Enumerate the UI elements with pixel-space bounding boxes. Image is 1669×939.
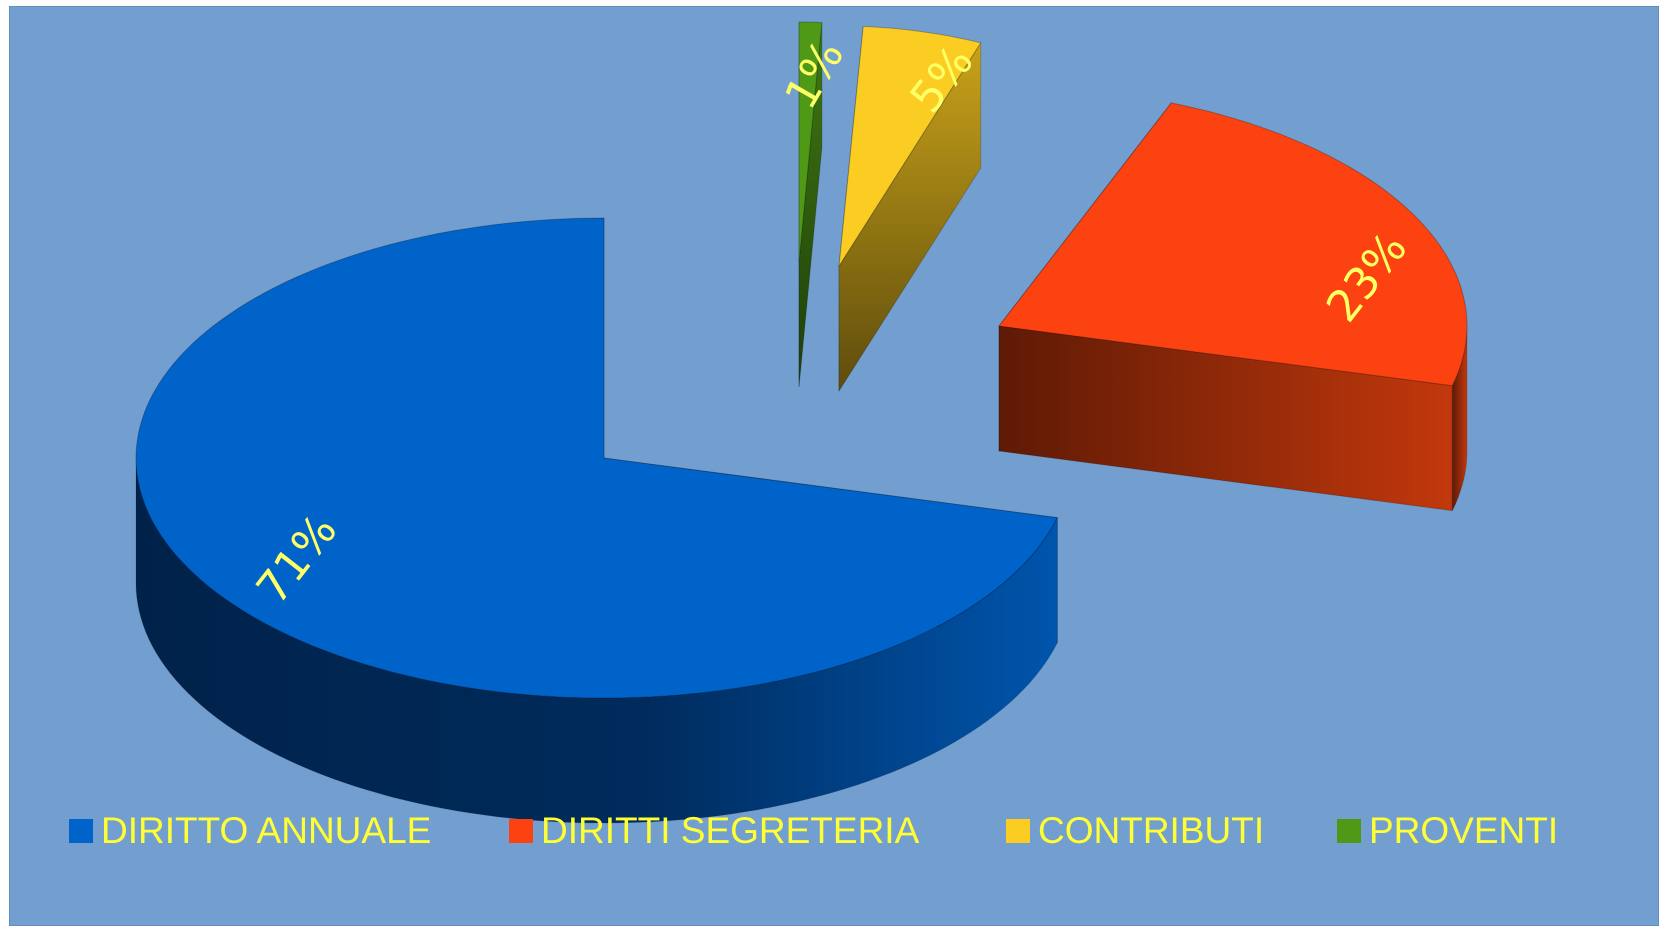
legend-swatch xyxy=(509,819,533,843)
legend: DIRITTO ANNUALE DIRITTI SEGRETERIA CONTR… xyxy=(69,806,1629,856)
slice-0-outer-side-0 xyxy=(135,457,1058,824)
chart-area: 71% 23% 5% 1% DIRITTO ANNUALE DIRITTI SEGRE… xyxy=(9,6,1659,926)
slices-layer xyxy=(135,21,1468,824)
slice-0-top xyxy=(135,217,1059,699)
pie-chart: 71%23%5%1% xyxy=(9,6,1659,926)
legend-swatch xyxy=(1337,819,1361,843)
legend-label: DIRITTI SEGRETERIA xyxy=(541,810,920,851)
legend-swatch xyxy=(1006,819,1030,843)
slice-1-top xyxy=(998,102,1468,387)
slice-3-top xyxy=(798,21,823,263)
slice-1-outer-side-0 xyxy=(1451,325,1468,511)
legend-label: PROVENTI xyxy=(1369,810,1559,851)
slice-3-wall-b xyxy=(798,22,823,388)
legend-item-diritti-segreteria: DIRITTI SEGRETERIA xyxy=(509,806,919,856)
legend-item-proventi: PROVENTI xyxy=(1337,806,1558,856)
legend-label: CONTRIBUTI xyxy=(1038,810,1265,851)
legend-item-diritto-annuale: DIRITTO ANNUALE xyxy=(69,806,431,856)
legend-swatch xyxy=(69,819,93,843)
legend-label: DIRITTO ANNUALE xyxy=(101,810,432,851)
slice-2-top xyxy=(838,25,982,267)
legend-item-contributi: CONTRIBUTI xyxy=(1006,806,1264,856)
